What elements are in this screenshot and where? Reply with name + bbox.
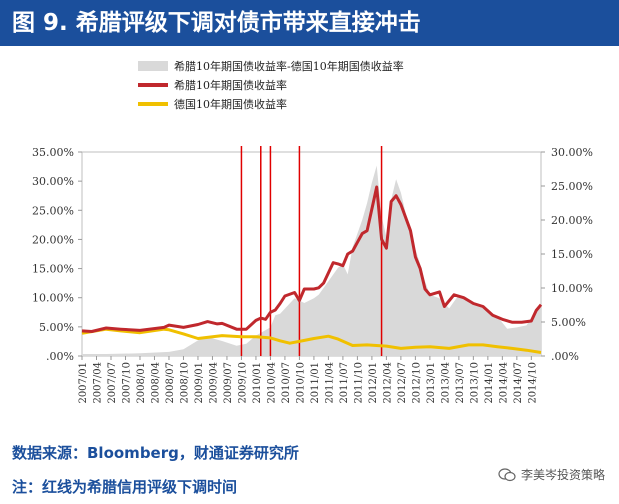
left-tick-label: 30.00%	[32, 175, 74, 188]
x-tick-label: 2008/10	[179, 362, 190, 404]
x-tick-label: 2010/10	[295, 362, 306, 404]
x-tick-label: 2014/07	[513, 362, 524, 404]
chart: 希腊10年期国债收益率-德国10年期国债收益率 希腊10年期国债收益率 德国10…	[32, 59, 593, 404]
x-tick-label: 2011/01	[310, 362, 321, 404]
left-tick-label: 35.00%	[32, 146, 74, 159]
x-tick-label: 2014/04	[498, 362, 509, 404]
x-tick-label: 2007/10	[121, 362, 132, 404]
right-tick-label: 10.00%	[551, 282, 593, 295]
legend-label-germany: 德国10年期国债收益率	[174, 97, 287, 111]
legend-swatch-greece	[138, 83, 168, 87]
left-tick-label: 15.00%	[32, 263, 74, 276]
source-note: 数据来源：Bloomberg，财通证券研究所	[12, 444, 299, 462]
x-tick-label: 2009/04	[208, 362, 219, 404]
watermark: 李美岑投资策略	[498, 466, 605, 483]
chart-title: 图 9. 希腊评级下调对债市带来直接冲击	[0, 0, 619, 46]
right-tick-label: 25.00%	[551, 180, 593, 193]
x-tick-label: 2014/10	[527, 362, 538, 404]
greece-yield-line	[81, 185, 543, 333]
x-tick-label: 2012/04	[382, 362, 393, 404]
x-tick-label: 2011/07	[339, 362, 350, 404]
x-tick-label: 2012/10	[411, 362, 422, 404]
x-tick-label: 2007/07	[107, 362, 118, 404]
event-note: 注：红线为希腊信用评级下调时间	[12, 478, 238, 496]
plot-area: .00% 5.00% 10.00% 15.00% 20.00% 25.00% 30.00% 3…	[32, 146, 593, 404]
x-tick-label: 2008/07	[165, 362, 176, 404]
x-tick-label: 2008/04	[150, 362, 161, 404]
x-tick-label: 2007/01	[78, 362, 89, 404]
x-tick-label: 2010/01	[252, 362, 263, 404]
x-tick-label: 2013/07	[455, 362, 466, 404]
x-tick-label: 2010/07	[281, 362, 292, 404]
x-tick-label: 2011/04	[324, 362, 335, 404]
x-tick-label: 2009/10	[237, 362, 248, 404]
wechat-icon	[498, 467, 516, 481]
x-tick-label: 2010/04	[266, 362, 277, 404]
spread-area	[82, 165, 541, 356]
x-tick-label: 2009/01	[194, 362, 205, 404]
germany-yield-line	[81, 327, 542, 354]
footer: 数据来源：Bloomberg，财通证券研究所 注：红线为希腊信用评级下调时间 李…	[0, 436, 619, 504]
x-tick-label: 2009/07	[223, 362, 234, 404]
legend: 希腊10年期国债收益率-德国10年期国债收益率 希腊10年期国债收益率 德国10…	[138, 59, 404, 111]
right-tick-label: 5.00%	[551, 316, 586, 329]
left-tick-label: 20.00%	[32, 233, 74, 246]
right-tick-label: 30.00%	[551, 146, 593, 159]
left-tick-label: 25.00%	[32, 204, 74, 217]
x-tick-label: 2008/01	[136, 362, 147, 404]
legend-label-greece: 希腊10年期国债收益率	[174, 78, 287, 92]
right-tick-label: .00%	[551, 350, 579, 363]
x-tick-label: 2012/07	[397, 362, 408, 404]
x-tick-label: 2013/10	[469, 362, 480, 404]
x-tick-label: 2013/01	[426, 362, 437, 404]
left-tick-label: 5.00%	[39, 321, 74, 334]
left-tick-label: 10.00%	[32, 292, 74, 305]
x-tick-label: 2012/01	[368, 362, 379, 404]
legend-label-spread: 希腊10年期国债收益率-德国10年期国债收益率	[174, 59, 404, 73]
x-tick-label: 2013/04	[440, 362, 451, 404]
right-tick-label: 20.00%	[551, 214, 593, 227]
legend-swatch-spread	[138, 61, 168, 71]
right-tick-label: 15.00%	[551, 248, 593, 261]
left-tick-label: .00%	[46, 350, 74, 363]
watermark-text: 李美岑投资策略	[520, 468, 605, 482]
x-tick-label: 2007/04	[92, 362, 103, 404]
x-tick-label: 2014/01	[484, 362, 495, 404]
x-tick-label: 2011/10	[353, 362, 364, 404]
legend-swatch-germany	[138, 102, 168, 106]
